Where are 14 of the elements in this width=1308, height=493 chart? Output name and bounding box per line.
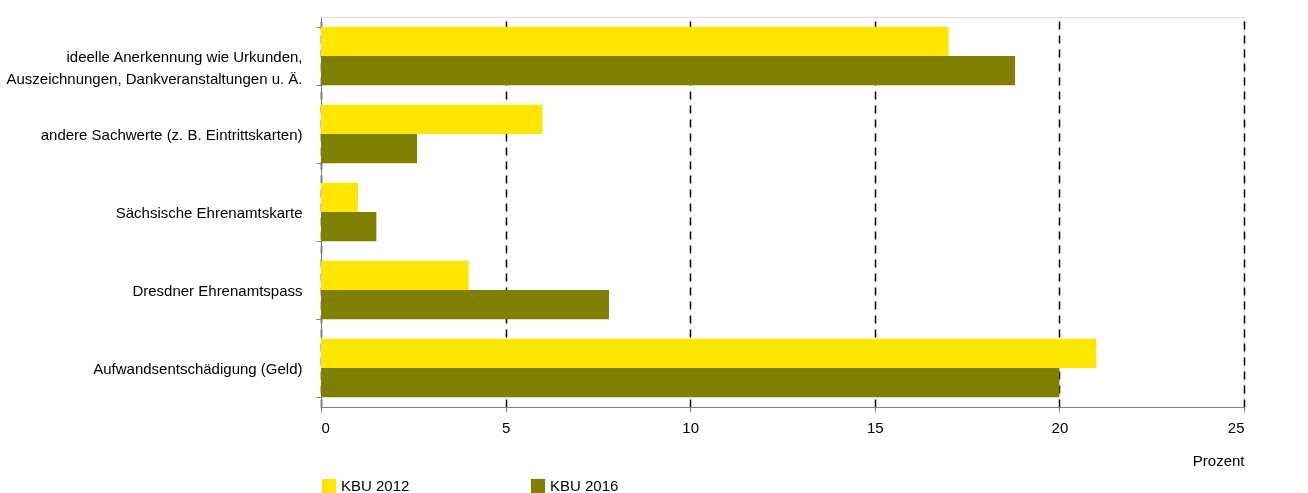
x-tick-label: 5 [501,418,511,436]
y-tick-label: andere Sachwerte (z. B. Eintrittskarten) [40,125,303,143]
x-tick-label: 25 [1227,418,1245,436]
y-tick-label: Sächsische Ehrenamtskarte [115,203,303,221]
x-tick-label: 20 [1051,418,1069,436]
x-tick-label: 0 [321,418,330,436]
y-tick-label: Aufwandsentschädigung (Geld) [93,359,303,377]
y-tick-label: ideelle Anerkennung wie Urkunden, Auszeichnungen, Dankveranstaltungen u. Ä. [6,47,303,87]
x-tick-label: 15 [866,418,884,436]
x-tick-label: 10 [682,418,700,436]
legend-label: KBU 2016 [550,477,619,493]
x-axis-title: Prozent [1192,451,1246,469]
y-tick-label: Dresdner Ehrenamtspass [132,281,303,299]
legend-label: KBU 2012 [341,477,410,493]
